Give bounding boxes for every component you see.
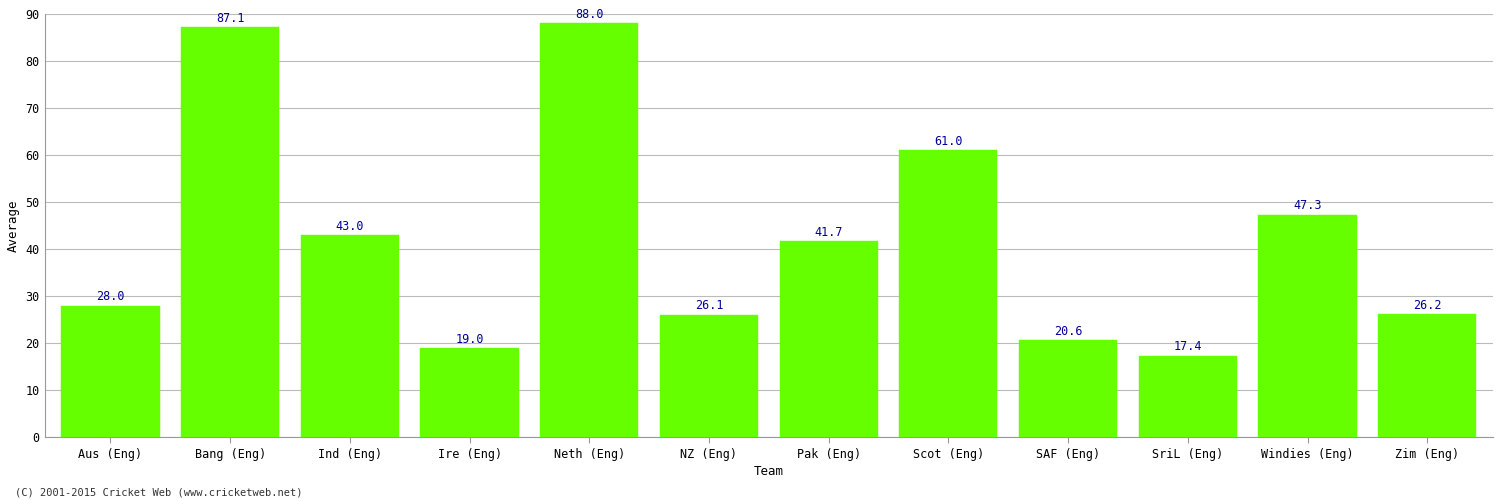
Text: 26.1: 26.1 (694, 299, 723, 312)
Text: 20.6: 20.6 (1054, 325, 1083, 338)
Text: 87.1: 87.1 (216, 12, 244, 25)
Bar (1019, 340, 1118, 438)
Bar (182, 27, 279, 438)
Bar (780, 241, 877, 438)
Bar (62, 306, 159, 438)
Text: 47.3: 47.3 (1293, 200, 1322, 212)
Bar (1138, 356, 1238, 438)
Bar (1258, 214, 1356, 438)
Bar (420, 348, 519, 438)
Text: 28.0: 28.0 (96, 290, 124, 303)
Bar (540, 23, 639, 438)
Bar (660, 314, 758, 438)
Bar (1378, 314, 1476, 438)
Text: 43.0: 43.0 (336, 220, 364, 232)
X-axis label: Team: Team (754, 465, 784, 478)
Text: 19.0: 19.0 (456, 332, 484, 345)
Text: (C) 2001-2015 Cricket Web (www.cricketweb.net): (C) 2001-2015 Cricket Web (www.cricketwe… (15, 488, 303, 498)
Bar (302, 235, 399, 438)
Text: 17.4: 17.4 (1173, 340, 1202, 353)
Text: 88.0: 88.0 (574, 8, 603, 20)
Text: 41.7: 41.7 (815, 226, 843, 238)
Y-axis label: Average: Average (8, 199, 20, 252)
Text: 26.2: 26.2 (1413, 298, 1442, 312)
Text: 61.0: 61.0 (934, 135, 963, 148)
Bar (900, 150, 998, 438)
